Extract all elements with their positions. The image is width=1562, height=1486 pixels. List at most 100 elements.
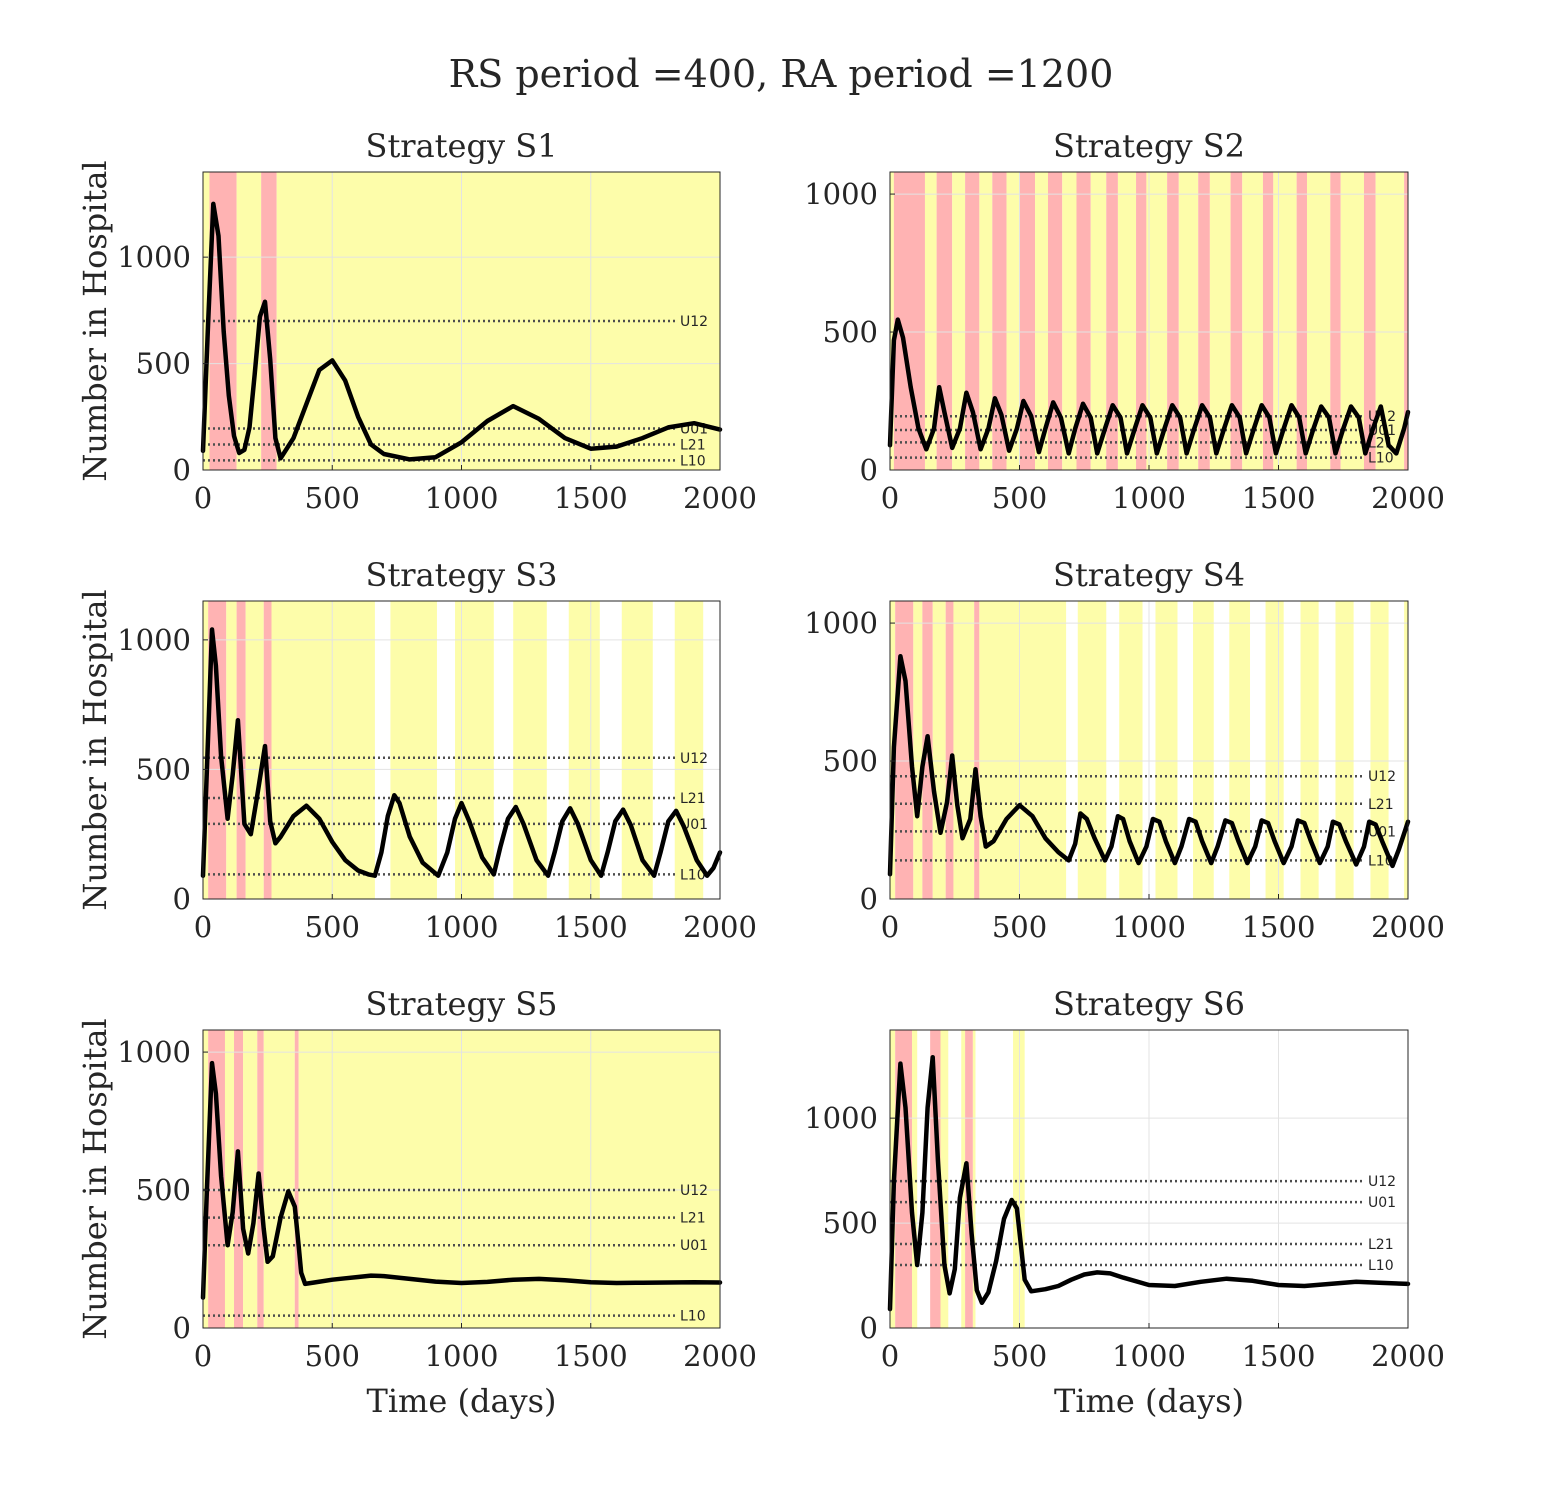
series-line bbox=[200, 627, 723, 878]
zone-yellow bbox=[226, 601, 237, 899]
x-axis-label: Time (days) bbox=[366, 1382, 556, 1420]
zone-red bbox=[1404, 172, 1408, 470]
zone-red bbox=[992, 172, 1007, 470]
zone-red bbox=[1198, 172, 1210, 470]
zone-yellow bbox=[263, 1030, 295, 1328]
x-tick-label: 1000 bbox=[425, 1339, 499, 1373]
zone-red bbox=[1262, 172, 1274, 470]
y-tick-label: 1000 bbox=[117, 240, 191, 274]
x-tick-label: 2000 bbox=[683, 910, 757, 944]
zone-yellow bbox=[1155, 601, 1178, 899]
x-tick-label: 1500 bbox=[554, 910, 628, 944]
threshold-label: L21 bbox=[1368, 1237, 1394, 1253]
zone-yellow bbox=[1340, 172, 1364, 470]
zone-yellow bbox=[1035, 172, 1048, 470]
zone-yellow bbox=[1062, 172, 1077, 470]
thresholds: U12 L21 U01 L10 bbox=[203, 1183, 708, 1325]
zone-red bbox=[930, 1030, 941, 1328]
y-tick-label: 1000 bbox=[117, 623, 191, 657]
zone-yellow bbox=[1242, 172, 1263, 470]
x-tick-label: 500 bbox=[992, 910, 1047, 944]
x-tick-label: 1000 bbox=[1112, 481, 1186, 515]
threshold-label: L21 bbox=[1368, 797, 1394, 813]
y-axis-label: Number in Hospital bbox=[76, 160, 114, 481]
threshold-label: L21 bbox=[680, 1211, 706, 1227]
x-tick-label: 0 bbox=[194, 481, 212, 515]
x-tick-label: 1500 bbox=[554, 481, 628, 515]
subplot-title: Strategy S2 bbox=[1053, 127, 1245, 165]
zone-yellow bbox=[913, 601, 923, 899]
zone-yellow bbox=[245, 601, 264, 899]
zone-yellow bbox=[1117, 172, 1137, 470]
zone-yellow bbox=[1013, 1030, 1025, 1328]
zone-red bbox=[294, 1030, 299, 1328]
zone-yellow bbox=[890, 172, 894, 470]
zone-yellow bbox=[224, 1030, 235, 1328]
threshold-label: L10 bbox=[1368, 451, 1394, 467]
subplot-title: Strategy S6 bbox=[1053, 985, 1245, 1023]
y-tick-label: 500 bbox=[136, 752, 191, 786]
x-tick-label: 1500 bbox=[1242, 1339, 1316, 1373]
subplot-title: Strategy S4 bbox=[1053, 556, 1245, 594]
threshold-label: L21 bbox=[680, 437, 706, 453]
ticks: 0 500 1000 1500 2000 0 500 1000 bbox=[117, 1035, 757, 1373]
zone-yellow bbox=[1229, 601, 1251, 899]
y-tick-label: 500 bbox=[823, 1206, 878, 1240]
zone-red bbox=[1076, 172, 1091, 470]
zone-yellow bbox=[1178, 172, 1199, 470]
x-tick-label: 1000 bbox=[1112, 910, 1186, 944]
series-line bbox=[887, 653, 1411, 877]
threshold-label: L10 bbox=[1368, 1258, 1394, 1274]
zone-yellow bbox=[952, 172, 966, 470]
series-line bbox=[200, 1060, 723, 1300]
x-tick-label: 500 bbox=[992, 1339, 1047, 1373]
series-line bbox=[200, 201, 723, 462]
ticks: 0 500 1000 1500 2000 0 500 1000 bbox=[117, 240, 757, 515]
zone-yellow bbox=[1306, 172, 1331, 470]
x-axis-label: Time (days) bbox=[1054, 1382, 1244, 1420]
zone-yellow bbox=[271, 601, 375, 899]
y-tick-label: 1000 bbox=[804, 606, 878, 640]
zone-yellow bbox=[455, 601, 494, 899]
ticks: 0 500 1000 1500 2000 0 500 1000 bbox=[804, 606, 1445, 944]
y-tick-label: 1000 bbox=[804, 177, 878, 211]
zone-yellow bbox=[568, 601, 600, 899]
y-tick-label: 1000 bbox=[117, 1035, 191, 1069]
y-axis-label: Number in Hospital bbox=[76, 589, 114, 910]
x-tick-label: 500 bbox=[305, 1339, 360, 1373]
ticks: 0 500 1000 1500 2000 0 500 1000 bbox=[117, 623, 757, 944]
series-line bbox=[887, 1055, 1411, 1312]
zone-red bbox=[1047, 172, 1063, 470]
zone-yellow bbox=[912, 1030, 918, 1328]
zone-yellow bbox=[924, 172, 937, 470]
zone-yellow bbox=[1090, 172, 1107, 470]
zone-red bbox=[263, 601, 272, 899]
zone-red bbox=[1296, 172, 1307, 470]
zone-red bbox=[1136, 172, 1147, 470]
y-tick-label: 0 bbox=[173, 882, 191, 916]
x-tick-label: 2000 bbox=[683, 1339, 757, 1373]
threshold-label: U12 bbox=[680, 751, 708, 767]
threshold-label: L10 bbox=[680, 453, 706, 469]
x-tick-label: 1500 bbox=[1242, 910, 1316, 944]
zone-yellow bbox=[674, 601, 704, 899]
zone-red bbox=[1019, 172, 1036, 470]
zone-red bbox=[974, 601, 980, 899]
threshold-label: U01 bbox=[1368, 1195, 1396, 1211]
threshold-label: L21 bbox=[680, 791, 706, 807]
x-tick-label: 2000 bbox=[1371, 910, 1445, 944]
threshold-label: U12 bbox=[1368, 1174, 1396, 1190]
y-tick-label: 500 bbox=[136, 347, 191, 381]
thresholds: U12 U01 L21 L10 bbox=[890, 1174, 1396, 1274]
zone-yellow bbox=[972, 1030, 976, 1328]
zone-red bbox=[1106, 172, 1118, 470]
x-tick-label: 0 bbox=[881, 481, 899, 515]
threshold-label: U12 bbox=[1368, 769, 1396, 785]
ticks: 0 500 1000 1500 2000 0 500 1000 bbox=[804, 1101, 1445, 1373]
x-tick-label: 2000 bbox=[1371, 1339, 1445, 1373]
zone-yellow bbox=[243, 1030, 258, 1328]
subplot-title: Strategy S5 bbox=[366, 985, 558, 1023]
zone-red bbox=[1167, 172, 1179, 470]
x-tick-label: 0 bbox=[881, 910, 899, 944]
